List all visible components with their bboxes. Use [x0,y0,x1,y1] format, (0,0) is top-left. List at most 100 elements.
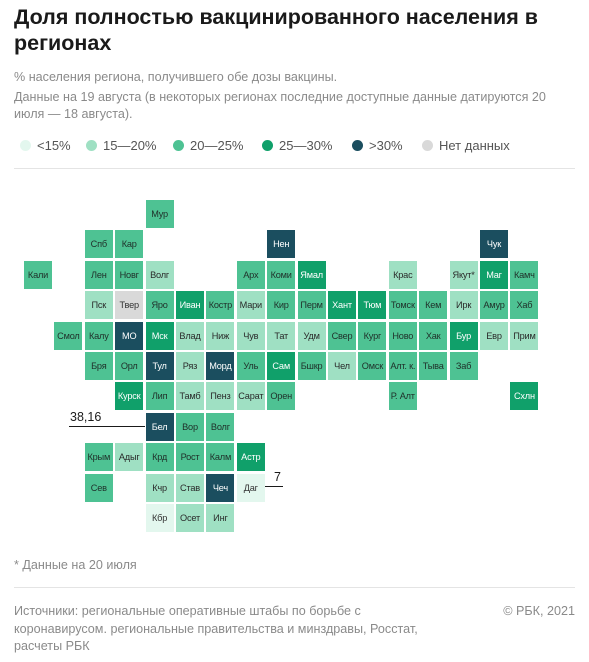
region-tile: Камч [510,260,539,289]
region-tile: Кчр [145,473,174,502]
region-tile: Иван [176,291,204,320]
legend-label: 15—20% [103,138,157,153]
region-tile: Твер [115,291,144,320]
legend-label: Нет данных [439,138,510,153]
region-tile: Кург [358,321,387,350]
region-tile: Чеч [206,473,235,502]
region-tile: Крас [388,260,417,289]
legend-label: 20—25% [190,138,244,153]
chart-date-note: Данные на 19 августа (в некоторых регион… [14,90,546,121]
region-tile: Ново [388,321,417,350]
region-tile: Якут* [449,260,478,289]
region-tile: Тыва [419,352,448,380]
region-tile: Удм [297,321,326,350]
legend-swatch [20,140,31,151]
region-tile: Осет [176,504,204,532]
region-tile: Тюм [358,291,387,320]
region-tile: Сарат [236,382,265,411]
region-tile: Морд [206,352,235,380]
region-tile: Сев [84,473,113,502]
region-tile: Яро [145,291,174,320]
region-tile: Волг [206,412,235,441]
region-tile: Вор [176,412,204,441]
callout-line-dag [262,486,283,487]
region-tile: Хаб [510,291,539,320]
region-tile: Бря [84,352,113,380]
region-tile: Чук [480,230,508,259]
region-tile: Даг [236,473,265,502]
region-tile: Хак [419,321,448,350]
region-tile: Нен [267,230,296,259]
region-tile: Крд [145,443,174,472]
region-tile: Мари [236,291,265,320]
region-tile: Р. Алт [388,382,417,411]
region-tile: Кем [419,291,448,320]
region-tile: Лип [145,382,174,411]
region-tile: Ниж [206,321,235,350]
region-tile: Став [176,473,204,502]
region-tile: Чел [328,352,356,380]
legend-label: 25—30% [279,138,333,153]
region-tile: Астр [236,443,265,472]
region-tile: Орл [115,352,144,380]
region-tile: Мур [145,200,174,228]
region-tile: Мск [145,321,174,350]
region-tile: Кар [115,230,144,259]
region-tile: Волг [145,260,174,289]
region-tile: Спб [84,230,113,259]
region-tile: Бел [145,412,174,441]
region-tile: Пск [84,291,113,320]
region-tile: Прим [510,321,539,350]
region-tile: Лен [84,260,113,289]
region-tile: Арх [236,260,265,289]
divider-bottom [14,587,575,588]
region-tile: Бшкр [297,352,326,380]
region-tile: Амур [480,291,508,320]
region-tile: МО [115,321,144,350]
chart-subtitle: % населения региона, получившего обе доз… [14,70,338,84]
region-tile: Тат [267,321,296,350]
region-tile: Томск [388,291,417,320]
region-tile: Рост [176,443,204,472]
region-tile: Кир [267,291,296,320]
footnote: * Данные на 20 июля [14,558,137,572]
region-tile: Перм [297,291,326,320]
region-tile: Калм [206,443,235,472]
legend-swatch [262,140,273,151]
region-tile: Уль [236,352,265,380]
region-tile: Смол [54,321,83,350]
region-tile: Маг [480,260,508,289]
callout-label-dag: 7 [274,470,281,484]
legend-swatch [86,140,97,151]
copyright: © РБК, 2021 [503,604,575,618]
region-tile: Заб [449,352,478,380]
region-tile: Тул [145,352,174,380]
region-tile: Свер [328,321,356,350]
region-tile: Костр [206,291,235,320]
region-tile: Ямал [297,260,326,289]
callout-line-bel [69,426,145,427]
region-tile: Тамб [176,382,204,411]
region-tile: Коми [267,260,296,289]
region-tile: Бур [449,321,478,350]
region-tile: Ряз [176,352,204,380]
sources-note: Источники: региональные оперативные штаб… [14,604,418,653]
legend-label: >30% [369,138,403,153]
callout-label-bel: 38,16 [70,410,102,424]
legend-swatch [422,140,433,151]
region-tile: Сам [267,352,296,380]
region-tile: Инг [206,504,235,532]
region-tile: Омск [358,352,387,380]
chart-title: Доля полностью вакцинированного населени… [14,5,538,55]
region-tile: Влад [176,321,204,350]
region-tile: Калу [84,321,113,350]
legend-swatch [173,140,184,151]
region-tile: Схлн [510,382,539,411]
region-tile: Ирк [449,291,478,320]
region-tile: Евр [480,321,508,350]
legend-swatch [352,140,363,151]
region-tile: Курск [115,382,144,411]
region-tile: Кали [24,260,52,289]
region-tile: Алт. к. [388,352,417,380]
